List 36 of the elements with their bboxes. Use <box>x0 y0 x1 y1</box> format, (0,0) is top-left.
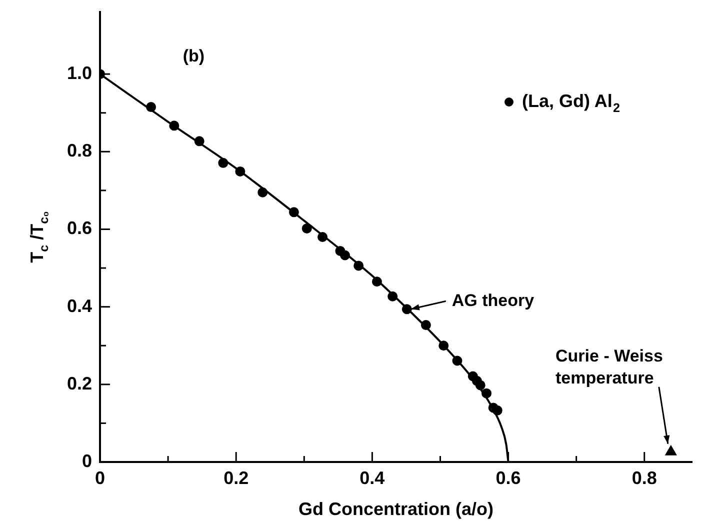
point <box>146 102 156 112</box>
point <box>420 320 431 330</box>
x-tick-label: 0 <box>94 468 106 488</box>
point <box>340 250 350 260</box>
annotation: Curie - Weiss temperature <box>556 346 663 388</box>
point <box>492 405 502 416</box>
point <box>235 166 246 176</box>
y-tick-label: 0 <box>82 450 92 471</box>
x-tick-label: 0.8 <box>632 468 657 488</box>
point <box>302 223 312 234</box>
x-axis-title: Gd Concentration (a/o) <box>298 498 494 519</box>
x-tick-label: 0.4 <box>360 468 385 488</box>
point <box>402 304 412 314</box>
point <box>438 340 449 351</box>
point <box>169 120 180 131</box>
point <box>258 187 268 198</box>
point <box>288 207 299 218</box>
point <box>482 388 492 398</box>
y-tick-label: 0.4 <box>66 296 92 316</box>
y-tick-label: 0.8 <box>66 140 92 161</box>
y-axis-title: Tc /Tc₀ <box>26 211 51 263</box>
y-tick-label: 0.2 <box>66 373 92 394</box>
annotation: AG theory <box>452 290 535 310</box>
y-tick-label: 1.0 <box>66 63 92 84</box>
point <box>218 158 228 168</box>
point <box>318 232 328 242</box>
annotation: (b) <box>182 46 205 66</box>
point <box>372 276 382 287</box>
point <box>194 136 204 146</box>
x-tick-label: 0.6 <box>496 468 521 488</box>
point <box>475 380 486 390</box>
point <box>354 260 364 271</box>
y-tick-label: 0.6 <box>66 218 92 238</box>
point <box>388 291 398 302</box>
point <box>452 356 462 366</box>
x-tick-label: 0.2 <box>224 468 249 488</box>
